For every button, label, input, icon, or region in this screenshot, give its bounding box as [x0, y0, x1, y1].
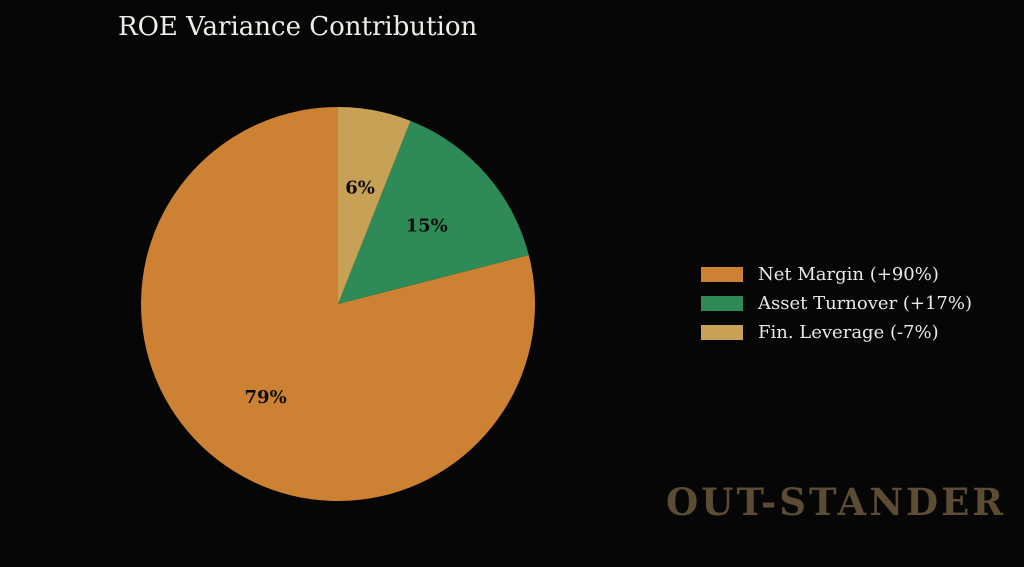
legend-row-fin-leverage-7: Fin. Leverage (-7%) — [701, 318, 972, 347]
watermark-text: OUT-STANDER — [666, 480, 1007, 524]
slice-percent-label-asset-turnover-17: 15% — [406, 215, 448, 236]
legend-row-net-margin-90: Net Margin (+90%) — [701, 260, 972, 289]
legend-label-net-margin-90: Net Margin (+90%) — [758, 264, 939, 285]
legend-row-asset-turnover-17: Asset Turnover (+17%) — [701, 289, 972, 318]
legend-label-asset-turnover-17: Asset Turnover (+17%) — [758, 293, 972, 314]
slice-percent-label-fin-leverage-7: 6% — [345, 177, 375, 198]
pie-slice-fin-leverage-7 — [338, 107, 411, 304]
legend-swatch-asset-turnover-17 — [701, 296, 743, 311]
chart-title: ROE Variance Contribution — [118, 12, 478, 42]
pie-slice-asset-turnover-17 — [338, 120, 529, 304]
legend-label-fin-leverage-7: Fin. Leverage (-7%) — [758, 322, 939, 343]
legend-swatch-net-margin-90 — [701, 267, 743, 282]
slice-percent-label-net-margin-90: 79% — [245, 387, 287, 408]
legend-swatch-fin-leverage-7 — [701, 325, 743, 340]
chart-legend: Net Margin (+90%) Asset Turnover (+17%) Fi… — [701, 260, 972, 347]
pie-slice-net-margin-90 — [140, 106, 535, 501]
